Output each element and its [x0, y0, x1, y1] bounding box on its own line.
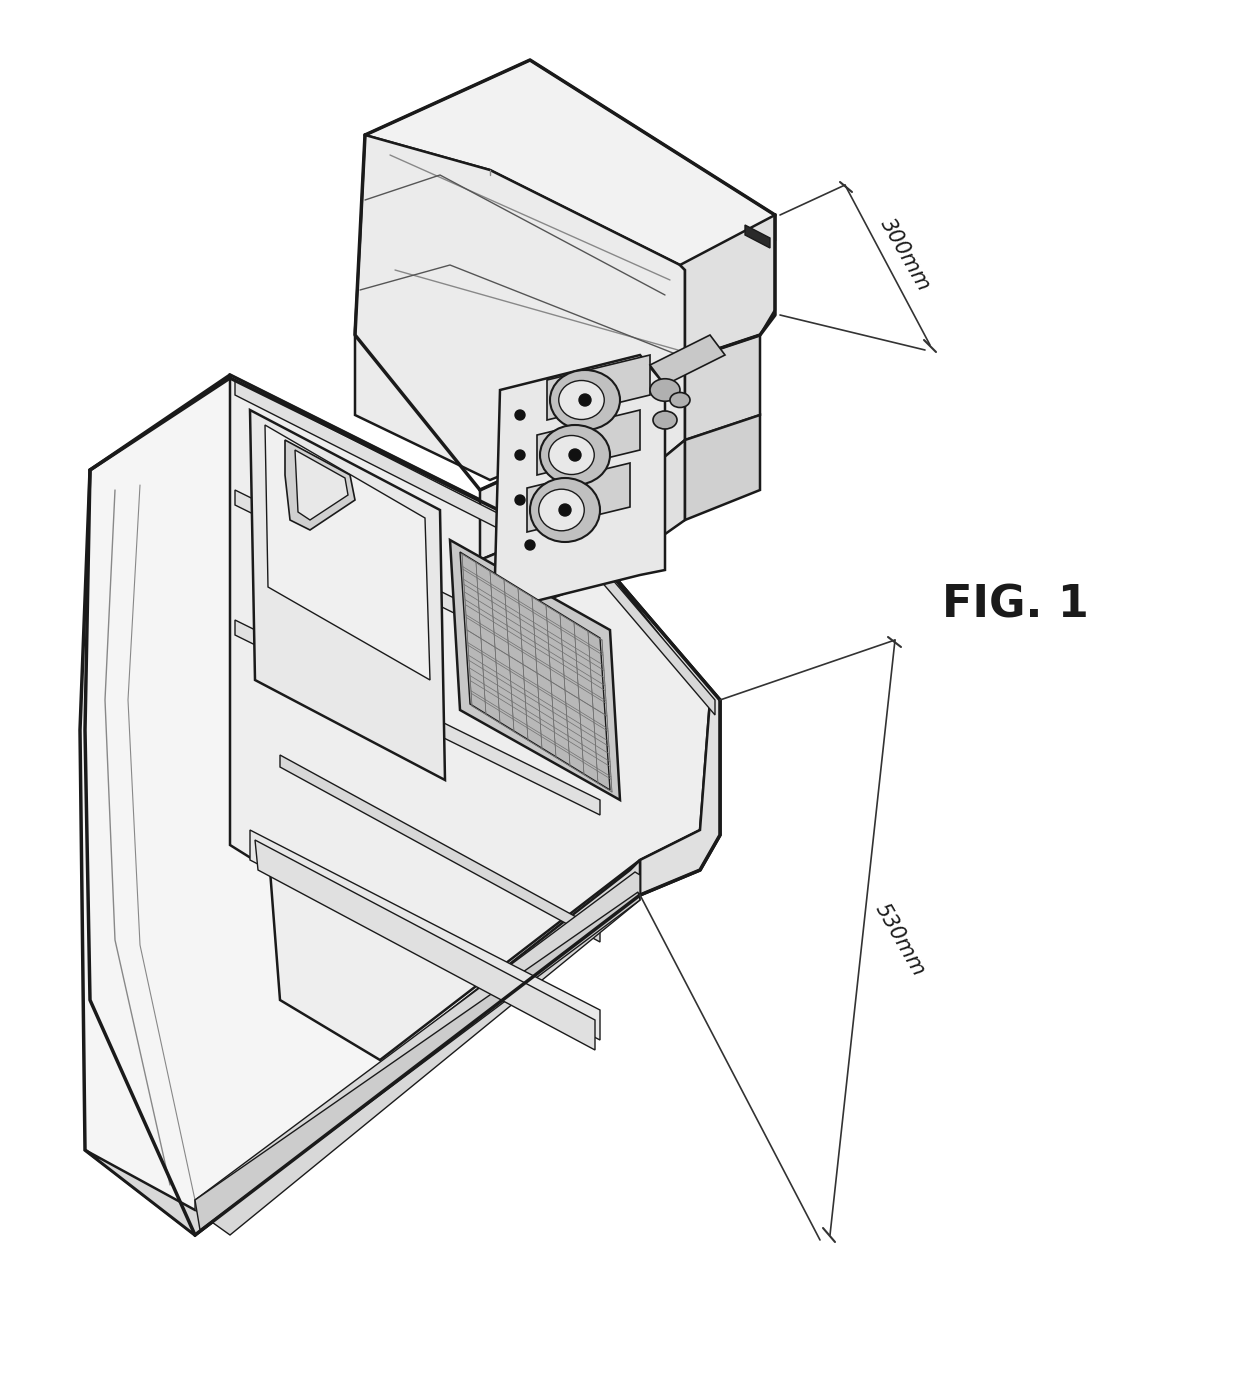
Ellipse shape — [559, 380, 604, 419]
Ellipse shape — [650, 379, 680, 401]
Polygon shape — [745, 225, 770, 248]
Ellipse shape — [539, 425, 610, 485]
Polygon shape — [684, 335, 760, 440]
Polygon shape — [480, 440, 684, 625]
Polygon shape — [684, 415, 760, 520]
Polygon shape — [495, 355, 665, 610]
Circle shape — [579, 394, 591, 407]
Polygon shape — [600, 560, 720, 895]
Polygon shape — [255, 839, 595, 1050]
Polygon shape — [527, 463, 630, 532]
Polygon shape — [195, 873, 640, 1235]
Polygon shape — [81, 375, 720, 1235]
Ellipse shape — [538, 490, 584, 531]
Polygon shape — [265, 425, 430, 680]
Polygon shape — [547, 355, 650, 420]
Polygon shape — [280, 755, 600, 942]
Circle shape — [515, 449, 525, 461]
Polygon shape — [450, 539, 620, 799]
Circle shape — [569, 449, 582, 461]
Text: 530mm: 530mm — [872, 900, 929, 981]
Circle shape — [515, 409, 525, 420]
Polygon shape — [680, 214, 775, 360]
Circle shape — [559, 503, 570, 516]
Polygon shape — [295, 449, 348, 520]
Polygon shape — [86, 860, 640, 1235]
Polygon shape — [236, 620, 600, 815]
Ellipse shape — [549, 436, 594, 474]
Polygon shape — [650, 335, 725, 384]
Text: 300mm: 300mm — [877, 216, 934, 295]
Polygon shape — [250, 830, 600, 1040]
Polygon shape — [480, 360, 684, 560]
Polygon shape — [236, 490, 600, 685]
Polygon shape — [460, 552, 610, 790]
Polygon shape — [537, 409, 640, 474]
Ellipse shape — [653, 411, 677, 429]
Polygon shape — [600, 566, 715, 715]
Polygon shape — [195, 892, 640, 1229]
Polygon shape — [236, 380, 600, 579]
Polygon shape — [355, 136, 684, 480]
Ellipse shape — [551, 371, 620, 430]
Text: FIG. 1: FIG. 1 — [941, 584, 1089, 626]
Polygon shape — [285, 440, 355, 530]
Circle shape — [515, 495, 525, 505]
Ellipse shape — [670, 393, 689, 408]
Polygon shape — [229, 375, 711, 1059]
Polygon shape — [365, 59, 775, 270]
Ellipse shape — [529, 479, 600, 542]
Polygon shape — [250, 409, 445, 780]
Circle shape — [525, 539, 534, 550]
